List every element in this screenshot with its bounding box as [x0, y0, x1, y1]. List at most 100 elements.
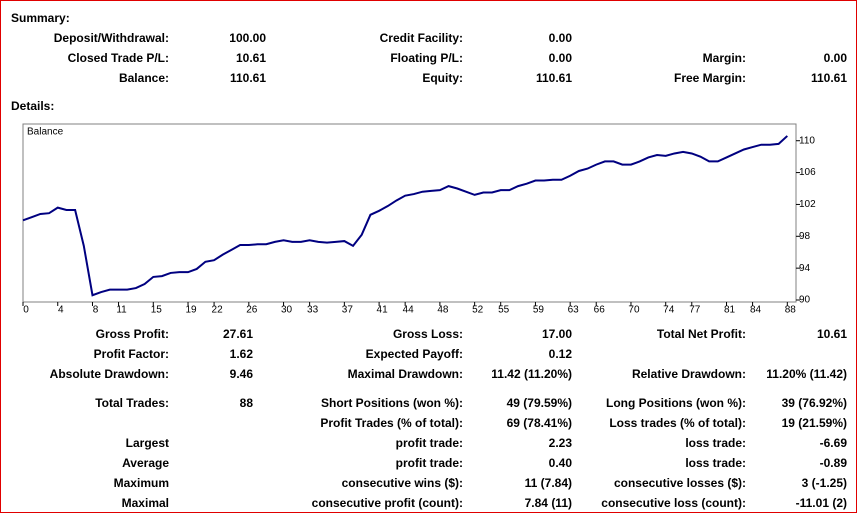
y-tick-label: 94 [799, 263, 811, 274]
details-label: Maximum [113, 476, 169, 490]
summary-label: Margin: [702, 51, 746, 65]
x-tick-label: 37 [342, 305, 354, 316]
x-tick-label: 22 [212, 305, 224, 316]
details-value: 11.42 (11.20%) [491, 367, 572, 381]
details-value: 19 (21.59%) [781, 416, 847, 430]
legend-label: Balance [27, 127, 64, 138]
x-tick-label: 84 [750, 305, 762, 316]
details-label: consecutive losses ($): [613, 476, 746, 490]
x-tick-label: 33 [307, 305, 319, 316]
y-tick-label: 110 [799, 135, 815, 146]
x-tick-label: 11 [116, 305, 127, 316]
details-value: -11.01 (2) [795, 496, 847, 510]
details-label: profit trade: [395, 436, 463, 450]
details-value: 11 (7.84) [524, 476, 572, 490]
x-tick-label: 26 [246, 305, 258, 316]
details-label: Largest [125, 436, 169, 450]
details-label: Gross Profit: [95, 327, 169, 341]
details-value: 69 (78.41%) [506, 416, 572, 430]
details-value: -0.89 [819, 456, 847, 470]
x-tick-label: 66 [594, 305, 606, 316]
summary-label: Equity: [422, 71, 463, 85]
summary-label: Balance: [118, 71, 169, 85]
summary-label: Closed Trade P/L: [67, 51, 169, 65]
details-value: 3 (-1.25) [801, 476, 847, 490]
details-label: Relative Drawdown: [631, 367, 746, 381]
details-label: Average [122, 456, 169, 470]
summary-value: 10.61 [235, 51, 266, 65]
details-value: 17.00 [541, 327, 572, 341]
details-value: 0.40 [548, 456, 572, 470]
balance-line [22, 135, 788, 297]
x-tick-label: 44 [403, 305, 415, 316]
x-tick-label: 15 [151, 305, 163, 316]
details-label: loss trade: [685, 436, 746, 450]
details-label: Gross Loss: [392, 327, 463, 341]
x-tick-label: 59 [533, 305, 545, 316]
x-tick-label: 8 [93, 305, 99, 316]
details-label: Total Net Profit: [656, 327, 746, 341]
details-label: Short Positions (won %): [321, 396, 463, 410]
summary-title: Summary: [11, 11, 70, 25]
y-tick-label: 102 [799, 199, 816, 210]
x-tick-label: 48 [437, 305, 449, 316]
x-tick-label: 70 [628, 305, 640, 316]
x-tick-label: 19 [185, 305, 197, 316]
x-tick-label: 81 [724, 305, 736, 316]
summary-value: 0.00 [548, 51, 572, 65]
details-value: 27.61 [222, 327, 253, 341]
plot-frame [22, 123, 797, 303]
details-value: 10.61 [816, 327, 847, 341]
details-label: consecutive profit (count): [311, 496, 463, 510]
details-label: Long Positions (won %): [606, 396, 746, 410]
summary-value: 0.00 [548, 31, 572, 45]
x-tick-label: 77 [689, 305, 701, 316]
x-tick-label: 74 [663, 305, 675, 316]
details-label: Maximal Drawdown: [347, 367, 463, 381]
x-tick-label: 41 [377, 305, 389, 316]
details-value: -6.69 [819, 436, 847, 450]
details-label: Total Trades: [95, 396, 169, 410]
details-value: 2.23 [548, 436, 572, 450]
details-value: 49 (79.59%) [506, 396, 572, 410]
details-label: Profit Factor: [93, 347, 169, 361]
details-label: Profit Trades (% of total): [320, 416, 463, 430]
y-tick-label: 106 [799, 167, 816, 178]
details-label: Maximal [121, 496, 169, 510]
details-label: loss trade: [685, 456, 746, 470]
y-tick-label: 90 [799, 295, 811, 306]
details-value: 39 (76.92%) [781, 396, 847, 410]
summary-value: 110.61 [535, 71, 572, 85]
details-title: Details: [11, 99, 55, 113]
summary-value: 0.00 [823, 51, 847, 65]
details-label: Expected Payoff: [365, 347, 463, 361]
details-value: 88 [239, 396, 253, 410]
details-label: consecutive loss (count): [601, 496, 746, 510]
summary-value: 100.00 [229, 31, 266, 45]
details-label: Absolute Drawdown: [49, 367, 169, 381]
x-tick-label: 88 [785, 305, 797, 316]
summary-value: 110.61 [810, 71, 847, 85]
details-value: 7.84 (11) [524, 496, 572, 510]
x-tick-label: 0 [23, 305, 29, 316]
summary-value: 110.61 [229, 71, 266, 85]
x-tick-label: 30 [281, 305, 293, 316]
details-value: 9.46 [229, 367, 253, 381]
summary-label: Credit Facility: [379, 31, 463, 45]
x-tick-label: 52 [472, 305, 484, 316]
y-tick-label: 98 [799, 231, 811, 242]
summary-label: Floating P/L: [390, 51, 463, 65]
x-tick-label: 63 [568, 305, 580, 316]
details-label: Loss trades (% of total): [609, 416, 746, 430]
details-value: 11.20% (11.42) [766, 367, 847, 381]
details-label: profit trade: [395, 456, 463, 470]
summary-label: Deposit/Withdrawal: [53, 31, 169, 45]
details-label: consecutive wins ($): [341, 476, 463, 490]
details-value: 0.12 [548, 347, 572, 361]
x-tick-label: 55 [498, 305, 510, 316]
summary-label: Free Margin: [673, 71, 746, 85]
x-tick-label: 4 [58, 305, 64, 316]
details-value: 1.62 [229, 347, 253, 361]
